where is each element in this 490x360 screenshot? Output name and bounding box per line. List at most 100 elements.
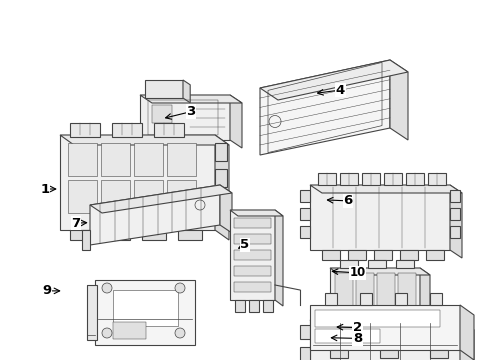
Polygon shape (90, 185, 220, 245)
Polygon shape (60, 135, 229, 145)
Bar (112, 123, 142, 137)
Bar (330, 350, 348, 358)
Bar (335, 273, 353, 308)
Text: 7: 7 (72, 217, 80, 230)
Bar (300, 208, 310, 220)
Bar (134, 143, 163, 176)
Bar (400, 250, 418, 260)
Bar (113, 322, 146, 338)
Polygon shape (460, 305, 474, 360)
Text: 9: 9 (42, 284, 51, 297)
Polygon shape (230, 210, 275, 300)
Bar (300, 190, 310, 202)
Polygon shape (310, 185, 450, 250)
Text: 4: 4 (336, 84, 345, 96)
Bar (106, 230, 130, 240)
Bar (300, 347, 310, 360)
Bar (148, 100, 218, 135)
Bar (325, 328, 355, 348)
Bar (101, 143, 130, 176)
Bar (322, 250, 340, 260)
Bar (249, 300, 259, 312)
Bar (325, 293, 337, 305)
Polygon shape (310, 320, 460, 360)
Bar (315, 329, 380, 343)
Polygon shape (183, 80, 190, 103)
Bar (428, 173, 446, 185)
Bar (263, 300, 273, 312)
Polygon shape (90, 185, 232, 213)
Bar (167, 180, 196, 213)
Bar (348, 250, 366, 260)
Bar (234, 282, 271, 292)
Bar (215, 169, 227, 187)
Polygon shape (230, 210, 283, 216)
Bar (152, 105, 172, 123)
Bar (87, 285, 97, 340)
Polygon shape (215, 135, 229, 240)
Bar (300, 226, 310, 238)
Polygon shape (390, 60, 408, 140)
Bar (234, 250, 271, 260)
Bar (315, 310, 440, 327)
Bar (68, 143, 97, 176)
Polygon shape (260, 60, 408, 100)
Polygon shape (450, 185, 462, 258)
Bar (356, 273, 374, 308)
Text: 2: 2 (353, 321, 362, 334)
Polygon shape (95, 280, 195, 345)
Bar (450, 208, 460, 220)
Circle shape (102, 283, 112, 293)
Polygon shape (310, 320, 474, 330)
Bar (178, 230, 202, 240)
Bar (374, 250, 392, 260)
Text: 6: 6 (343, 194, 352, 207)
Bar (340, 173, 358, 185)
Polygon shape (330, 268, 430, 275)
Circle shape (102, 328, 112, 338)
Bar (398, 273, 416, 308)
Bar (215, 143, 227, 161)
Text: 3: 3 (187, 105, 196, 118)
Bar (142, 230, 166, 240)
Bar (234, 218, 271, 228)
Text: 10: 10 (349, 266, 366, 279)
Bar (384, 173, 402, 185)
Bar (300, 325, 310, 339)
Bar (215, 195, 227, 213)
Bar (318, 173, 336, 185)
Polygon shape (140, 95, 230, 140)
Bar (113, 290, 178, 326)
Bar (380, 350, 398, 358)
Polygon shape (140, 95, 242, 103)
Bar (368, 260, 386, 268)
Bar (70, 123, 100, 137)
Bar (430, 350, 448, 358)
Bar (234, 234, 271, 244)
Bar (235, 300, 245, 312)
Circle shape (175, 328, 185, 338)
Bar (167, 143, 196, 176)
Bar (430, 293, 442, 305)
Bar (82, 230, 90, 250)
Bar (134, 180, 163, 213)
Bar (101, 180, 130, 213)
Bar (406, 173, 424, 185)
Bar (426, 250, 444, 260)
Polygon shape (260, 60, 390, 155)
Polygon shape (420, 268, 430, 320)
Polygon shape (60, 135, 215, 230)
Bar (377, 273, 395, 308)
Bar (370, 328, 400, 348)
Bar (340, 260, 358, 268)
Bar (415, 328, 445, 348)
Bar (145, 80, 183, 98)
Polygon shape (230, 95, 242, 148)
Bar (154, 123, 184, 137)
Bar (234, 266, 271, 276)
Text: 8: 8 (353, 332, 362, 345)
Polygon shape (275, 210, 283, 306)
Bar (450, 190, 460, 202)
Bar (68, 180, 97, 213)
Bar (360, 293, 372, 305)
